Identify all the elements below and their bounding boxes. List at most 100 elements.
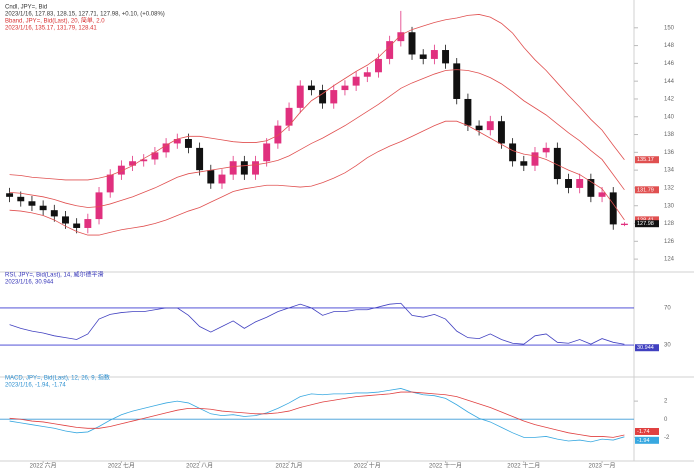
band-value-tag-bg [635,216,659,224]
bollinger-band [9,69,625,208]
candle-body [442,50,450,64]
bollinger-band [9,14,625,181]
candle-body [196,147,204,171]
indicator-value-tag-bg [635,344,659,352]
candle-body [453,63,461,99]
candle-body [430,50,438,59]
candle-body [386,41,394,59]
candle-body [620,223,628,226]
y-tick-label: 30 [664,343,671,349]
candle-body [341,85,349,91]
y-tick-label: 132 [664,186,675,192]
band-value-tag-bg [635,156,659,164]
candle-body [274,125,282,144]
candle-body [184,139,192,148]
close-value-tag: 127.98 [637,221,654,227]
x-tick-label: 2023 一月 [589,463,616,470]
indicator-legend: 2023/1/16, 127.83, 128.15, 127.71, 127.9… [5,12,165,18]
candle-body [419,54,427,59]
candle-body [28,201,36,206]
indicator-line [9,302,625,345]
indicator-line [9,388,625,443]
y-tick-label: 146 [664,61,675,67]
candle-body [84,219,92,228]
candle-body [553,147,561,180]
candle-body [497,121,505,144]
candle-body [598,192,606,197]
candle-body [531,152,539,166]
candle-body [352,76,360,86]
y-tick-label: 138 [664,132,675,138]
candle-body [50,210,58,217]
candle-body [106,174,114,193]
candle-body [542,147,550,153]
x-tick-label: 2022 十月 [354,462,381,470]
candle-body [39,205,47,211]
y-tick-label: 130 [664,203,675,209]
x-tick-label: 2022 八月 [186,463,213,470]
indicator-value-tag-bg [635,427,659,435]
x-tick-label: 2022 六月 [30,462,57,470]
y-tick-label: 128 [664,221,675,227]
candle-body [307,85,315,91]
candle-body [218,174,226,184]
candle-body [565,179,572,188]
candle-body [330,90,338,104]
candle-body [397,32,405,42]
candle-body [609,192,617,225]
indicator-value-tag: -1.94 [637,438,650,444]
candle-body [62,216,69,224]
indicator-legend: MACD, JPY=, Bid(Last), 12, 26, 9, 指数 [5,374,110,382]
candle-body [587,179,595,197]
indicator-legend: 2023/1/16, -1.94, -1.74 [5,383,66,389]
x-tick-label: 2022 七月 [108,462,135,470]
indicator-legend: RSI, JPY=, Bid(Last), 14, 威尔德平滑 [5,271,104,279]
indicator-value-tag-bg [635,436,659,444]
candle-body [363,72,371,77]
candle-body [17,196,25,202]
candle-body [576,179,584,188]
x-tick-label: 2022 十一月 [429,462,462,470]
y-tick-label: 126 [664,239,675,245]
indicator-line [9,391,625,438]
y-tick-label: 150 [664,25,675,31]
y-tick-label: 136 [664,150,675,156]
candle-body [464,98,472,126]
candle-body [252,161,259,175]
y-tick-label: 70 [664,305,671,311]
candle-body [296,85,304,108]
candle-body [6,193,14,197]
band-value-tag: 131.79 [637,187,654,193]
candle-body [408,32,416,55]
y-tick-label: 134 [664,168,675,174]
close-value-tag-bg [635,220,659,228]
candle-body [486,121,494,131]
indicator-value-tag: 30.944 [637,345,654,351]
y-tick-label: 0 [664,417,668,423]
candle-body [229,161,237,175]
bollinger-band [9,120,625,236]
candle-body [475,125,483,131]
indicator-value-tag: -1.74 [637,429,650,435]
y-tick-label: 140 [664,114,675,120]
candle-body [151,152,159,160]
candle-body [285,107,293,126]
candle-body [319,90,327,104]
candle-body [263,143,271,162]
candle-body [509,143,517,162]
y-tick-label: 142 [664,97,675,103]
candle-body [73,223,81,228]
indicator-legend: Cndl, JPY=, Bid [5,5,47,11]
indicator-legend: 2023/1/16, 30.944 [5,280,54,286]
candle-body [207,170,215,184]
candle-body [95,192,103,220]
x-tick-label: 2022 九月 [276,462,303,470]
y-tick-label: 2 [664,399,668,405]
x-tick-label: 2022 十二月 [507,462,540,470]
indicator-legend: 2023/1/16, 135.17, 131.79, 128.41 [5,26,97,32]
candle-body [162,143,170,153]
band-value-tag: 135.17 [637,157,654,163]
